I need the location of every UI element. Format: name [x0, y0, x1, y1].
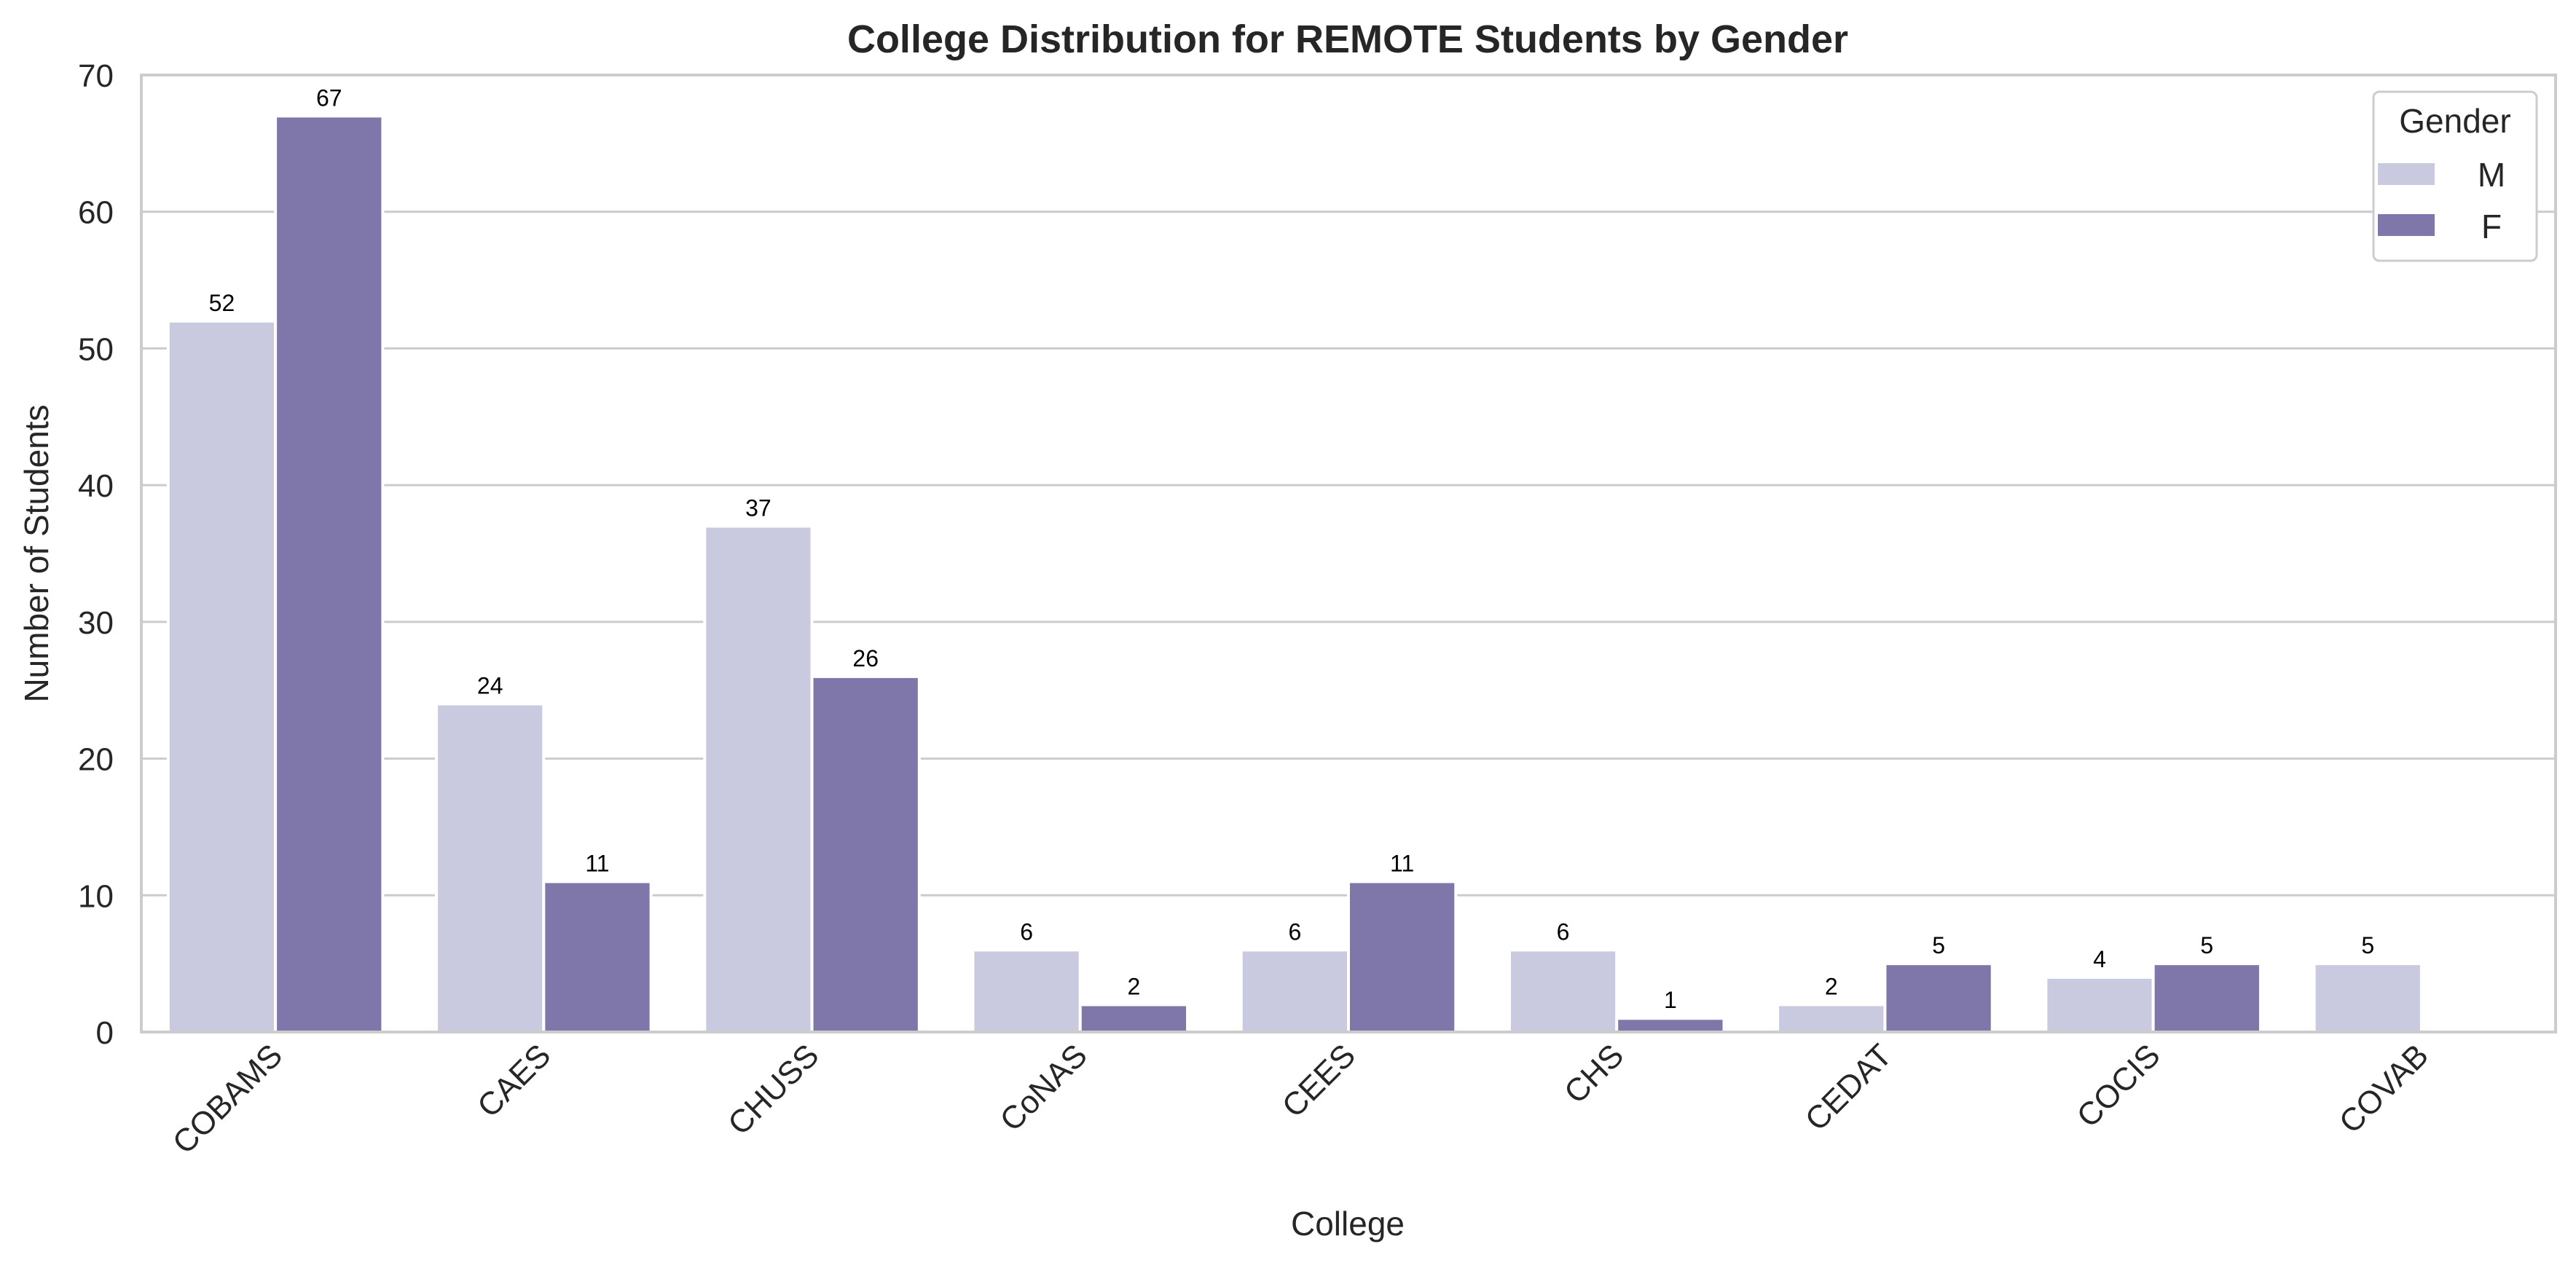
data-label-m-chs: 6	[1557, 918, 1570, 945]
bar-f-caes	[542, 880, 653, 1033]
x-tick-label: COBAMS	[166, 1037, 289, 1160]
bar-m-cocis	[2044, 975, 2155, 1034]
data-label-f-cocis: 5	[2200, 932, 2213, 958]
legend: Gender M F	[2372, 90, 2538, 262]
x-tick-label: CEES	[1276, 1037, 1362, 1124]
bar-m-chuss	[703, 524, 814, 1033]
x-tick-label: COVAB	[2333, 1037, 2435, 1140]
bar-f-conas	[1078, 1003, 1190, 1034]
data-label-m-conas: 6	[1020, 918, 1033, 945]
y-tick-label: 30	[78, 605, 114, 641]
bar-m-covab	[2312, 962, 2423, 1033]
y-tick-label: 20	[78, 742, 114, 778]
x-tick-label: CAES	[471, 1037, 557, 1124]
y-axis-ticks: 0 10 20 30 40 50 60 70	[78, 58, 114, 1051]
bar-f-cocis	[2151, 962, 2262, 1033]
x-tick-label: CEDAT	[1799, 1037, 1899, 1138]
data-label-f-chs: 1	[1664, 987, 1677, 1013]
x-tick-label: COCIS	[2070, 1037, 2167, 1134]
plot-frame	[140, 74, 2557, 1033]
legend-swatch-m	[2378, 163, 2435, 185]
bar-f-chs	[1615, 1017, 1726, 1033]
y-tick-label: 0	[96, 1015, 114, 1051]
x-tick-label: CHS	[1558, 1037, 1630, 1110]
y-tick-label: 10	[78, 878, 114, 914]
data-label-m-covab: 5	[2361, 932, 2374, 958]
data-label-m-chuss: 37	[745, 495, 771, 521]
data-label-f-caes: 11	[585, 851, 609, 877]
bars	[166, 114, 2423, 1034]
bar-m-conas	[971, 948, 1082, 1034]
x-tick-label: CHUSS	[721, 1037, 826, 1142]
bar-f-cedat	[1883, 962, 1994, 1033]
y-tick-label: 60	[78, 195, 114, 231]
bar-m-cedat	[1776, 1003, 1887, 1034]
data-label-f-cobams: 67	[316, 84, 342, 111]
bar-m-caes	[435, 702, 546, 1033]
legend-label-m: M	[2478, 156, 2505, 194]
data-label-m-caes: 24	[477, 672, 503, 698]
x-axis-ticks: COBAMS CAES CHUSS CoNAS CEES CHS CEDAT COCIS COV…	[166, 1037, 2435, 1160]
legend-label-f: F	[2481, 208, 2502, 245]
data-label-m-cobams: 52	[209, 290, 235, 316]
y-tick-label: 70	[78, 58, 114, 94]
chart-title: College Distribution for REMOTE Students…	[847, 17, 1848, 61]
y-tick-label: 50	[78, 331, 114, 367]
data-label-f-conas: 2	[1128, 973, 1141, 999]
data-label-m-cees: 6	[1288, 918, 1301, 945]
bar-f-cobams	[274, 114, 385, 1033]
x-axis-label: College	[1291, 1205, 1405, 1243]
bar-m-cobams	[166, 319, 278, 1033]
legend-swatch-f	[2378, 214, 2435, 236]
x-tick-label: CoNAS	[993, 1037, 1093, 1138]
bar-f-cees	[1347, 880, 1458, 1033]
bar-m-cees	[1239, 948, 1350, 1034]
data-label-m-cedat: 2	[1825, 973, 1838, 999]
data-label-f-cees: 11	[1390, 851, 1414, 877]
data-label-f-chuss: 26	[852, 645, 879, 672]
data-label-f-cedat: 5	[1932, 932, 1945, 958]
y-tick-label: 40	[78, 468, 114, 504]
data-label-m-cocis: 4	[2093, 946, 2106, 972]
y-axis-label: Number of Students	[17, 404, 55, 702]
bar-m-chs	[1507, 948, 1619, 1034]
bar-f-chuss	[810, 674, 921, 1033]
legend-title: Gender	[2399, 102, 2510, 140]
